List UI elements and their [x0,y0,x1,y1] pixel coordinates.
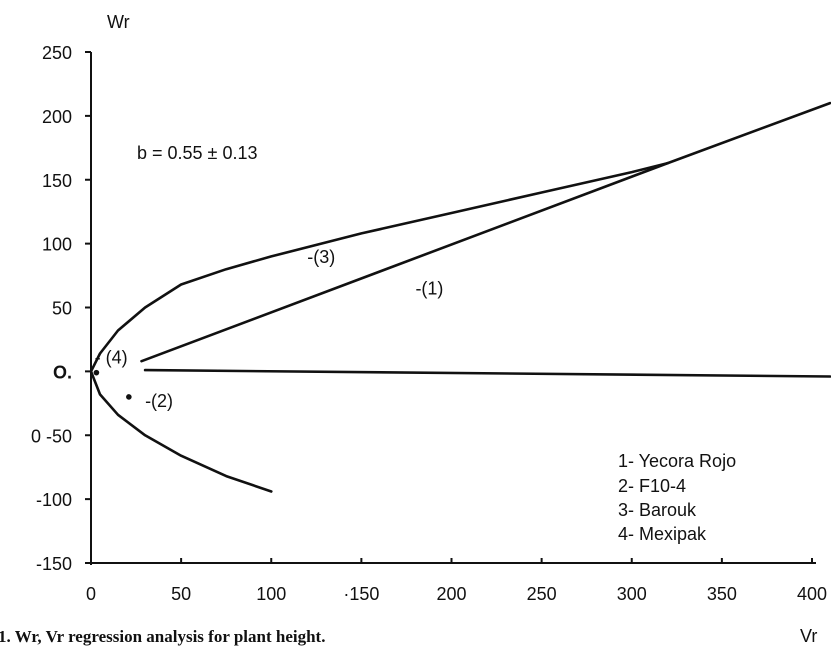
y-tick-label: -150 [36,554,72,574]
series-label-group: -(1) -(3) -(2) - (4) [95,247,444,411]
y-tick-label: 200 [42,107,72,127]
x-tick-label: 200 [436,584,466,604]
legend-item-3: 3- Barouk [618,500,697,520]
x-tick-label: 50 [171,584,191,604]
x-tick-label: ·150 [343,584,379,604]
marker-layer [93,369,132,400]
series-label: -(2) [145,391,173,411]
legend-item-4: 4- Mexipak [618,524,707,544]
series-line-1 [140,101,831,363]
x-axis-label: Vr [800,626,817,646]
series-line-4 [143,368,831,378]
series-layer [89,101,831,493]
legend-item-1: 1- Yecora Rojo [618,451,736,471]
series-label: -(3) [307,247,335,267]
y-tick-label: O. [53,362,72,382]
x-tick-label: 350 [707,584,737,604]
legend: 1- Yecora Rojo 2- F10-4 3- Barouk 4- Mex… [618,451,736,544]
y-tick-label: 250 [42,43,72,63]
y-tick-label: 150 [42,171,72,191]
series-label: -(1) [415,279,443,299]
figure-caption: 1. Wr, Vr regression analysis for plant … [0,627,325,646]
x-tick-label: 0 [86,584,96,604]
x-tick-label: 100 [256,584,286,604]
y-axis-label: Wr [107,12,130,32]
x-tick-label: 250 [527,584,557,604]
legend-item-2: 2- F10-4 [618,476,686,496]
series-line-3 [89,370,273,493]
series-label: - (4) [95,348,128,368]
x-tick-label: 400 [797,584,827,604]
y-tick-label: 50 [52,299,72,319]
data-point [126,394,132,400]
x-tick-label: 300 [617,584,647,604]
y-tick-label: 100 [42,235,72,255]
series-line-2 [89,161,670,373]
y-tick-label: -100 [36,490,72,510]
y-tick-group: 250 200 150 100 50 O. 0 -50 -100 -150 [31,43,91,574]
y-tick-label: 0 -50 [31,426,72,446]
data-point [93,369,100,376]
slope-annotation: b = 0.55 ± 0.13 [137,143,257,163]
axes [89,52,816,565]
x-tick-group: 0 50 100 ·150 200 250 300 350 400 [86,558,827,604]
